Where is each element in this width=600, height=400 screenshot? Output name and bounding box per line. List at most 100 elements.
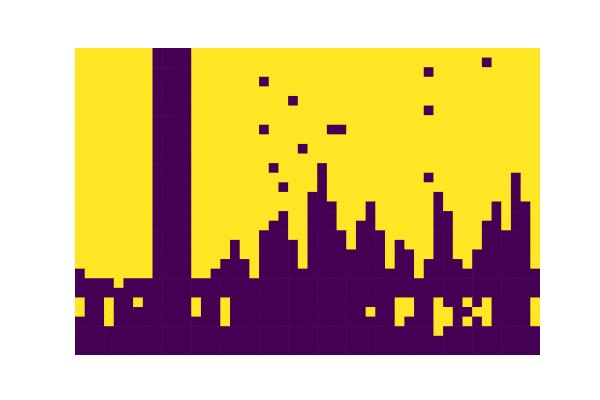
cell (278, 182, 288, 192)
cell (366, 249, 376, 259)
cell (298, 240, 308, 250)
cell (472, 345, 482, 355)
cell (433, 307, 443, 317)
cell (424, 288, 434, 298)
cell (414, 154, 424, 164)
cell (133, 211, 143, 221)
cell (230, 240, 240, 250)
cell (211, 58, 221, 68)
cell (240, 115, 250, 125)
cell (269, 221, 279, 231)
cell (433, 86, 443, 96)
cell (85, 202, 95, 212)
cell (404, 288, 414, 298)
cell (191, 106, 201, 116)
cell (249, 326, 259, 336)
cell (201, 106, 211, 116)
cell (443, 163, 453, 173)
cell (424, 278, 434, 288)
cell (337, 202, 347, 212)
cell (191, 134, 201, 144)
cell (230, 192, 240, 202)
cell (453, 58, 463, 68)
cell (366, 307, 376, 317)
cell (298, 48, 308, 58)
cell (482, 221, 492, 231)
cell (453, 192, 463, 202)
cell (317, 221, 327, 231)
cell (104, 163, 114, 173)
cell (482, 96, 492, 106)
cell (385, 317, 395, 327)
cell (327, 67, 337, 77)
cell (501, 259, 511, 269)
cell (143, 115, 153, 125)
cell (259, 307, 269, 317)
cell (501, 163, 511, 173)
cell (511, 77, 521, 87)
cell (211, 230, 221, 240)
cell (317, 163, 327, 173)
cell (366, 202, 376, 212)
cell (114, 67, 124, 77)
cell (288, 134, 298, 144)
cell (521, 192, 531, 202)
cell (298, 58, 308, 68)
cell (385, 86, 395, 96)
cell (85, 77, 95, 87)
cell (395, 249, 405, 259)
cell (220, 269, 230, 279)
cell (249, 297, 259, 307)
cell (230, 259, 240, 269)
cell (114, 269, 124, 279)
cell (511, 345, 521, 355)
cell (385, 297, 395, 307)
cell (346, 86, 356, 96)
cell (143, 230, 153, 240)
cell (501, 345, 511, 355)
cell (153, 192, 163, 202)
cell (530, 202, 540, 212)
cell (143, 307, 153, 317)
cell (75, 106, 85, 116)
cell (472, 48, 482, 58)
cell (356, 317, 366, 327)
cell (492, 345, 502, 355)
cell (143, 259, 153, 269)
cell (191, 288, 201, 298)
cell (317, 326, 327, 336)
cell (191, 278, 201, 288)
cell (249, 86, 259, 96)
cell (463, 182, 473, 192)
cell (182, 278, 192, 288)
cell (346, 67, 356, 77)
cell (298, 163, 308, 173)
cell (240, 288, 250, 298)
cell (521, 106, 531, 116)
cell (395, 192, 405, 202)
cell (114, 48, 124, 58)
cell (201, 163, 211, 173)
cell (463, 259, 473, 269)
cell (463, 134, 473, 144)
cell (424, 230, 434, 240)
cell (172, 144, 182, 154)
cell (153, 249, 163, 259)
cell (269, 96, 279, 106)
cell (75, 326, 85, 336)
cell (395, 211, 405, 221)
cell (453, 249, 463, 259)
cell (492, 134, 502, 144)
cell (501, 336, 511, 346)
cell (511, 134, 521, 144)
cell (395, 115, 405, 125)
cell (211, 96, 221, 106)
cell (356, 336, 366, 346)
cell (201, 134, 211, 144)
cell (366, 154, 376, 164)
cell (240, 249, 250, 259)
cell (288, 307, 298, 317)
cell (424, 163, 434, 173)
cell (472, 211, 482, 221)
heatmap-cells (75, 48, 540, 355)
